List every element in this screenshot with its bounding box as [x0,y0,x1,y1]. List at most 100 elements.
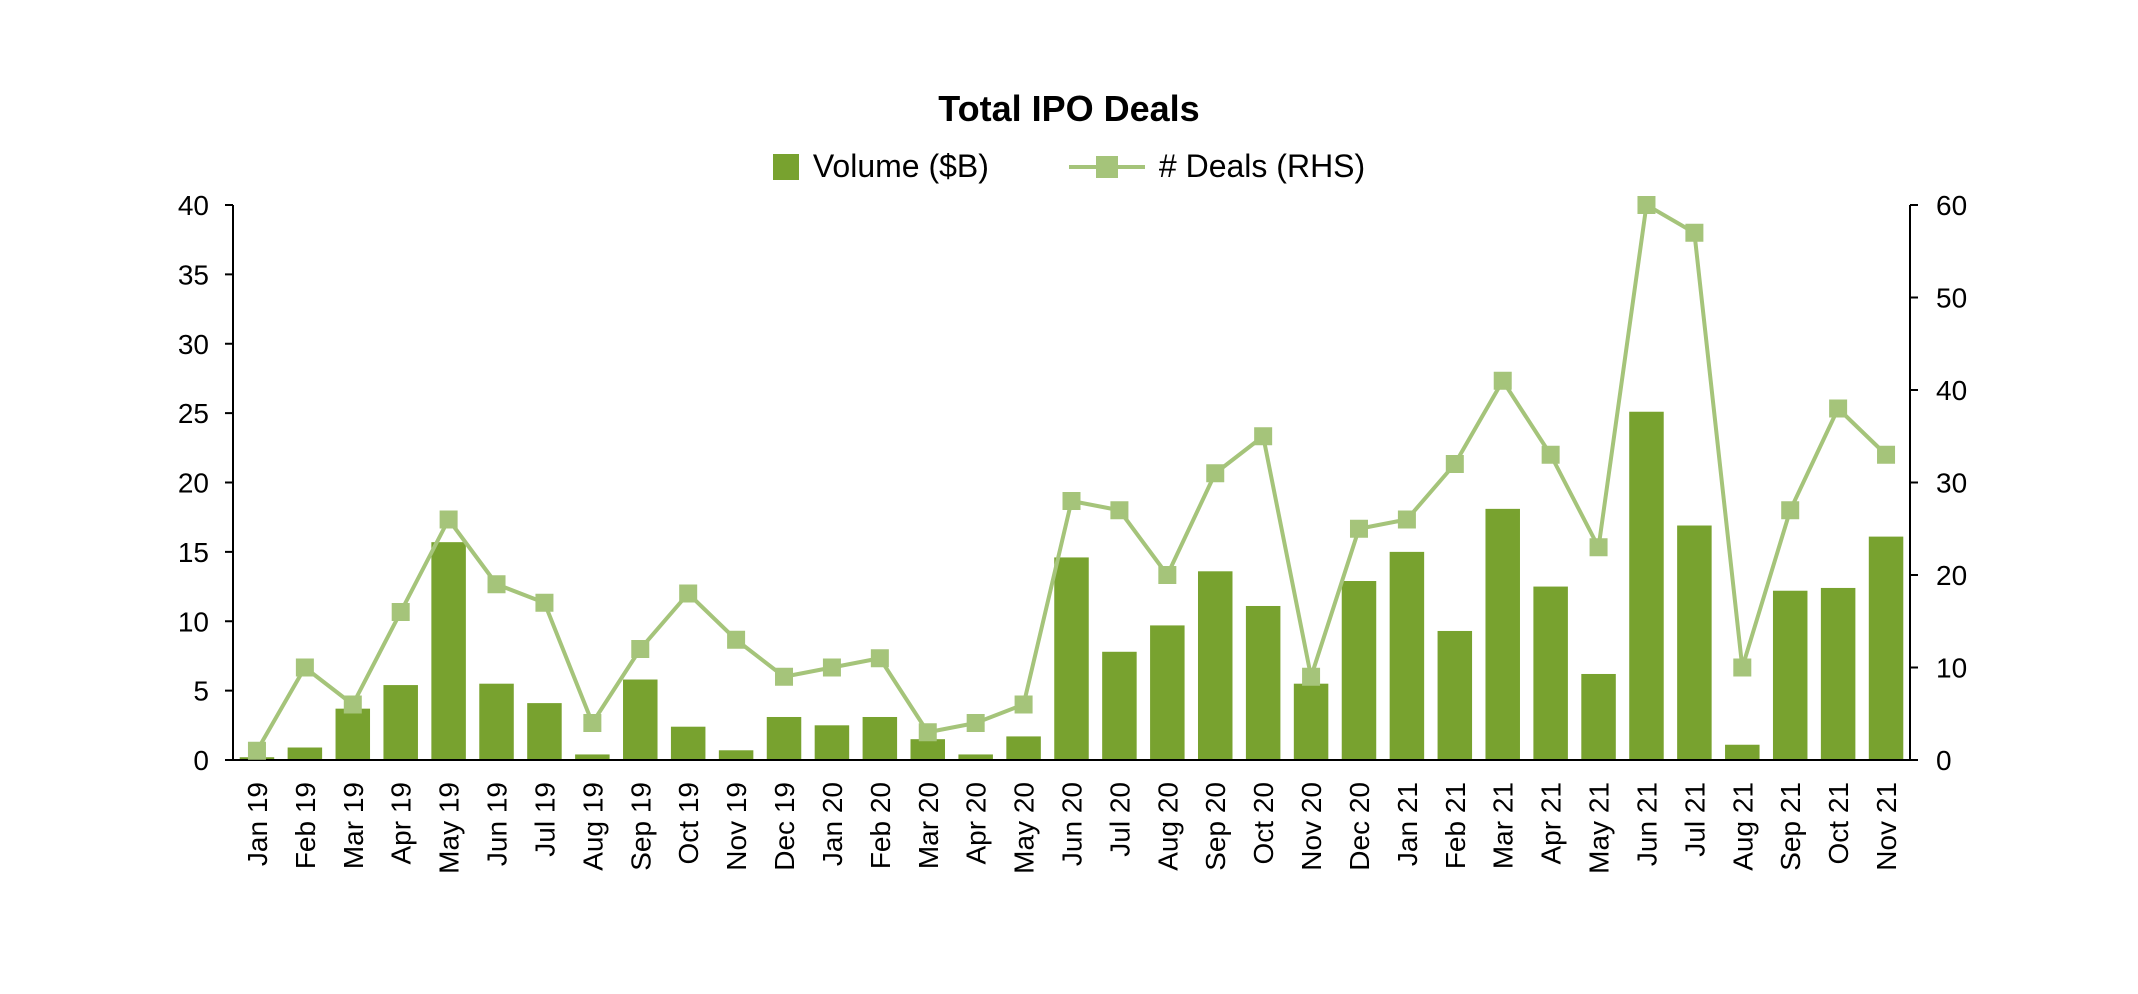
deals-marker-31 [1733,658,1752,677]
volume-bar-10 [718,750,754,760]
x-tick-label-11: Dec 19 [769,782,800,871]
x-tick-label-7: Aug 19 [577,782,608,871]
left-tick-label-4: 20 [178,468,209,499]
x-tick-label-14: Mar 20 [913,782,944,869]
left-tick-label-1: 5 [193,676,209,707]
legend-label-deals: # Deals (RHS) [1158,148,1366,184]
deals-marker-28 [1589,538,1608,557]
deals-marker-32 [1781,501,1800,520]
x-tick-label-25: Feb 21 [1440,782,1471,869]
volume-bar-5 [479,683,514,760]
deals-marker-25 [1445,455,1464,473]
deals-marker-1 [295,658,314,677]
x-tick-label-4: May 19 [434,782,465,874]
deals-marker-2 [343,695,362,714]
x-tick-label-32: Sep 21 [1775,782,1806,871]
x-tick-label-27: Apr 21 [1536,782,1567,865]
volume-bar-13 [862,716,898,760]
volume-bar-2 [335,708,371,760]
chart-legend: Volume ($B) # Deals (RHS) [0,148,2138,185]
deals-marker-6 [535,593,554,612]
chart-axes [225,204,1918,761]
deals-marker-9 [679,584,698,603]
x-tick-label-13: Feb 20 [865,782,896,869]
x-tick-label-28: May 21 [1584,782,1615,874]
deals-marker-12 [822,658,841,677]
deals-marker-34 [1877,445,1896,464]
left-tick-label-0: 0 [193,745,209,776]
left-tick-label-8: 40 [178,190,209,221]
right-tick-label-3: 30 [1936,468,1967,499]
deals-marker-22 [1302,667,1321,686]
deals-line [247,196,1896,760]
deals-marker-7 [583,714,602,732]
volume-bar-32 [1772,590,1808,760]
volume-bar-34 [1868,536,1904,760]
x-tick-label-12: Jan 20 [817,782,848,866]
x-tick-label-26: Mar 21 [1488,782,1519,869]
x-tick-label-6: Jul 19 [529,782,560,857]
left-tick-label-5: 25 [178,398,209,429]
volume-bar-6 [527,703,562,760]
x-tick-label-23: Dec 20 [1344,782,1375,871]
right-tick-label-5: 50 [1936,283,1967,314]
x-tick-label-29: Jun 21 [1631,782,1662,866]
right-tick-label-2: 20 [1936,560,1967,591]
volume-bar-33 [1820,587,1856,760]
x-tick-label-8: Sep 19 [625,782,656,871]
legend-label-volume: Volume ($B) [812,148,989,184]
x-tick-label-0: Jan 19 [242,782,273,866]
x-tick-label-10: Nov 19 [721,782,752,871]
volume-bar-19 [1150,625,1185,760]
left-tick-label-6: 30 [178,329,209,360]
volume-bar-9 [670,726,706,760]
deals-marker-29 [1637,196,1656,214]
right-tick-label-6: 60 [1936,190,1967,221]
chart-title: Total IPO Deals [938,88,1200,129]
volume-bar-11 [766,716,802,760]
volume-bar-14 [910,739,946,760]
volume-bar-21 [1245,605,1281,760]
x-tick-label-16: May 20 [1009,782,1040,874]
volume-bar-3 [383,685,418,760]
volume-bar-18 [1102,651,1137,760]
left-tick-label-7: 35 [178,259,209,290]
volume-bar-7 [575,754,610,760]
left-tick-label-2: 10 [178,606,209,637]
deals-marker-17 [1062,492,1081,510]
volume-bar-20 [1197,571,1233,760]
deals-marker-27 [1541,445,1560,464]
volume-bar-27 [1533,586,1568,760]
x-tick-label-18: Jul 20 [1104,782,1135,857]
volume-bar-22 [1293,683,1329,760]
deals-marker-10 [727,630,746,649]
volume-bar-29 [1629,411,1664,760]
deals-marker-19 [1158,566,1177,584]
deals-marker-13 [870,649,889,668]
legend-item-volume: Volume ($B) [772,148,989,185]
deals-marker-23 [1349,519,1368,538]
x-tick-label-20: Sep 20 [1200,782,1231,871]
x-tick-label-17: Jun 20 [1057,782,1088,866]
x-tick-label-34: Nov 21 [1871,782,1902,871]
x-tick-label-19: Aug 20 [1152,782,1183,871]
legend-swatch-deals [1068,154,1145,180]
deals-marker-3 [391,603,410,621]
x-tick-label-5: Jun 19 [482,782,513,866]
volume-bar-30 [1677,525,1712,760]
volume-bar-24 [1389,551,1425,760]
x-tick-label-33: Oct 21 [1823,782,1854,864]
volume-bar-16 [1006,736,1041,760]
volume-bar-8 [623,679,658,760]
volume-bar-17 [1054,557,1089,760]
volume-bar-25 [1437,630,1473,760]
x-tick-label-31: Aug 21 [1727,782,1758,871]
volume-bar-31 [1725,744,1760,760]
x-tick-label-30: Jul 21 [1679,782,1710,857]
volume-bar-15 [958,754,993,760]
volume-bar-26 [1485,508,1520,760]
right-tick-label-4: 40 [1936,375,1967,406]
deals-marker-16 [1014,695,1033,714]
volume-bar-12 [814,725,850,760]
